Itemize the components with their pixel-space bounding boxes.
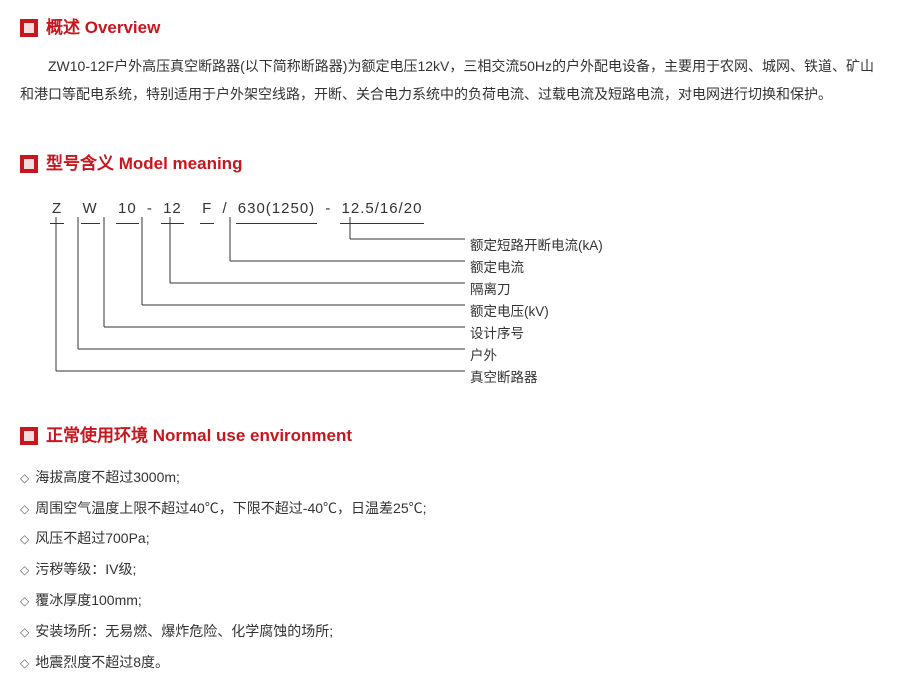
env-header: 正常使用环境 Normal use environment — [20, 420, 880, 452]
env-item: 覆冰厚度100mm; — [20, 585, 880, 616]
env-item: 污秽等级：IV级; — [20, 554, 880, 585]
env-item: 安装场所：无易燃、爆炸危险、化学腐蚀的场所; — [20, 616, 880, 647]
model-bracket-lines — [50, 217, 880, 387]
overview-title: 概述 Overview — [46, 12, 160, 44]
label-3: 隔离刀 — [470, 279, 603, 301]
section-icon — [20, 19, 38, 37]
env-item: 地震烈度不超过8度。 — [20, 647, 880, 677]
env-item: 海拔高度不超过3000m; — [20, 462, 880, 493]
env-item: 周围空气温度上限不超过40℃，下限不超过-40℃，日温差25℃; — [20, 493, 880, 524]
label-4: 额定电压(kV) — [470, 301, 603, 323]
model-labels: 额定短路开断电流(kA) 额定电流 隔离刀 额定电压(kV) 设计序号 户外 真… — [470, 235, 603, 389]
model-title: 型号含义 Model meaning — [46, 148, 242, 180]
label-7: 真空断路器 — [470, 367, 603, 389]
label-6: 户外 — [470, 345, 603, 367]
overview-header: 概述 Overview — [20, 12, 880, 44]
overview-body: ZW10-12F户外高压真空断路器(以下简称断路器)为额定电压12kV，三相交流… — [20, 52, 880, 108]
model-diagram: Z W 10 - 12 F / 630(1250) - 12.5/16/20 额… — [50, 195, 880, 390]
label-2: 额定电流 — [470, 257, 603, 279]
section-icon — [20, 427, 38, 445]
env-title: 正常使用环境 Normal use environment — [46, 420, 352, 452]
env-item: 风压不超过700Pa; — [20, 523, 880, 554]
model-header: 型号含义 Model meaning — [20, 148, 880, 180]
label-1: 额定短路开断电流(kA) — [470, 235, 603, 257]
label-5: 设计序号 — [470, 323, 603, 345]
section-icon — [20, 155, 38, 173]
env-list: 海拔高度不超过3000m; 周围空气温度上限不超过40℃，下限不超过-40℃，日… — [20, 462, 880, 677]
